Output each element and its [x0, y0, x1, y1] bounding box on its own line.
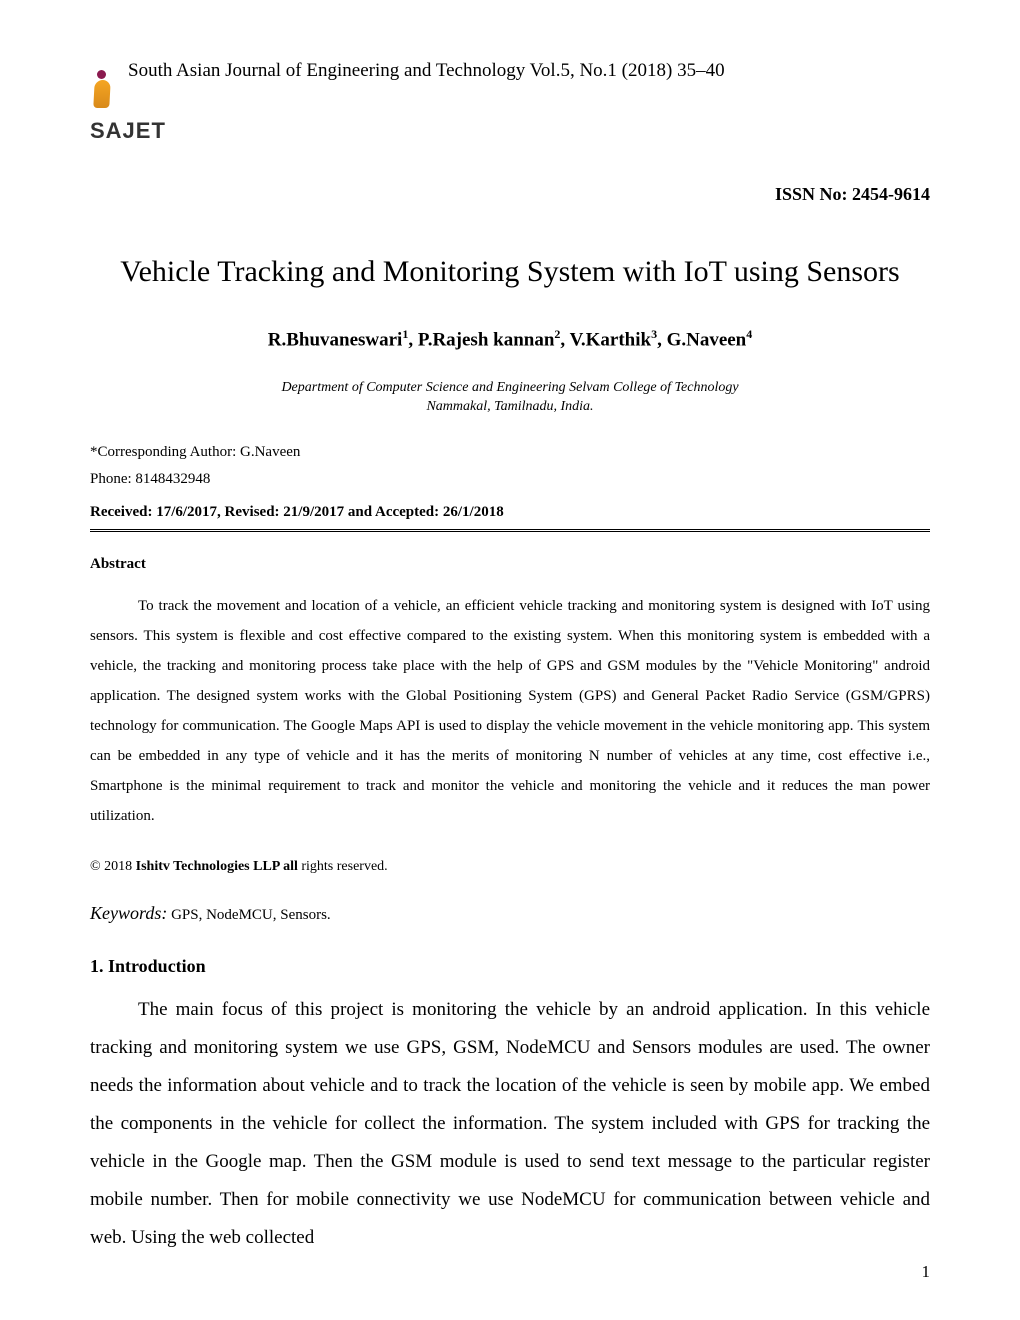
affiliation-line2: Nammakal, Tamilnadu, India.: [426, 399, 593, 414]
authors: R.Bhuvaneswari1, P.Rajesh kannan2, V.Kar…: [90, 327, 930, 351]
keywords: Keywords: GPS, NodeMCU, Sensors.: [90, 903, 930, 924]
copyright-bold: Ishitv Technologies LLP all: [136, 859, 298, 874]
copyright: © 2018 Ishitv Technologies LLP all right…: [90, 859, 930, 875]
copyright-prefix: © 2018: [90, 859, 136, 874]
keywords-text: GPS, NodeMCU, Sensors.: [167, 907, 330, 923]
copyright-suffix: rights reserved.: [298, 859, 388, 874]
corresponding-author: *Corresponding Author: G.Naveen: [90, 444, 930, 461]
section-heading: 1. Introduction: [90, 956, 930, 977]
divider-top: [90, 529, 930, 530]
abstract-heading: Abstract: [90, 556, 930, 573]
paper-title: Vehicle Tracking and Monitoring System w…: [90, 255, 930, 289]
introduction-text: The main focus of this project is monito…: [90, 991, 930, 1257]
journal-name: South Asian Journal of Engineering and T…: [128, 60, 725, 82]
abstract-text: To track the movement and location of a …: [90, 591, 930, 831]
logo-icon: [90, 70, 114, 110]
divider-bottom: [90, 531, 930, 532]
phone: Phone: 8148432948: [90, 471, 930, 488]
header: South Asian Journal of Engineering and T…: [90, 60, 930, 110]
affiliation-line1: Department of Computer Science and Engin…: [281, 380, 738, 395]
keywords-label: Keywords:: [90, 903, 167, 923]
logo-container: [90, 70, 114, 110]
affiliation: Department of Computer Science and Engin…: [90, 379, 930, 415]
page-number: 1: [922, 1262, 931, 1282]
logo-text: SAJET: [90, 118, 930, 144]
issn-number: ISSN No: 2454-9614: [90, 184, 930, 205]
dates: Received: 17/6/2017, Revised: 21/9/2017 …: [90, 504, 930, 521]
